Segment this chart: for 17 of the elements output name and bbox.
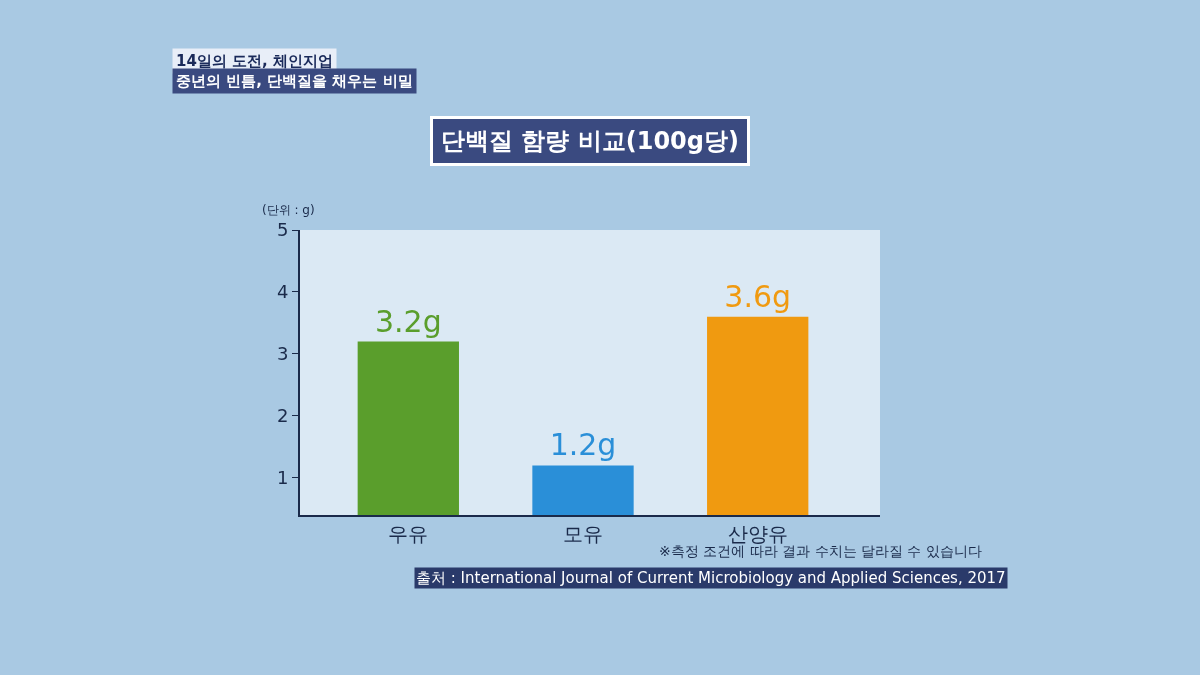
data-label: 3.2g (374, 303, 442, 339)
chart-title: 단백질 함량 비교(100g당) (441, 127, 739, 155)
x-tick-label: 모유 (563, 522, 604, 546)
data-label: 3.6g (724, 278, 792, 314)
x-tick-label: 산양유 (727, 522, 788, 546)
y-tick-label: 2 (276, 405, 289, 427)
y-tick-label: 3 (276, 343, 289, 365)
y-tick-label: 1 (276, 467, 289, 489)
text: 중년의 빈틈, 단백질을 채우는 비밀 (176, 72, 413, 90)
x-tick-label: 우유 (388, 522, 429, 546)
source-note: 출처 : International Journal of Current Microbiology and Applied Sciences, 2017 (416, 569, 1006, 587)
y-tick-label: 5 (276, 219, 289, 241)
text: ※측정 조건에 따라 결과 수치는 달라질 수 있습니다 (659, 543, 982, 559)
data-label: 1.2g (549, 427, 617, 463)
y-tick-label: 4 (276, 281, 289, 303)
y-axis-title: (단위 : g) (262, 203, 315, 217)
text: 14일의 도전, 체인지업 (176, 52, 334, 70)
